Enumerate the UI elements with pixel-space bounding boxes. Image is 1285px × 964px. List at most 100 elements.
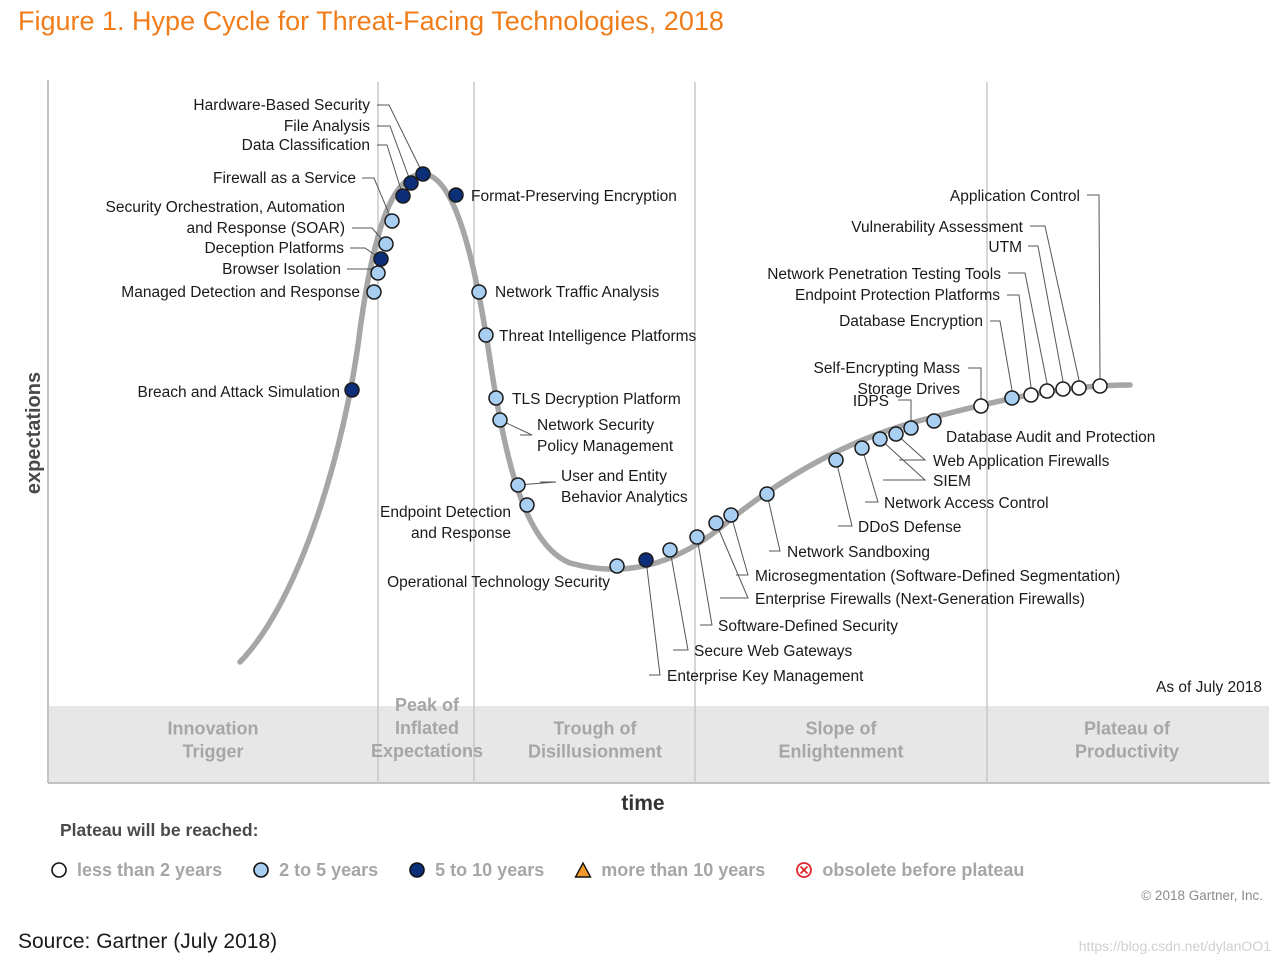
technology-point [1023, 387, 1039, 403]
technology-label: Network Traffic Analysis [495, 284, 659, 301]
technology-point [828, 452, 844, 468]
technology-label: Threat Intelligence Platforms [499, 328, 697, 345]
leader-line [669, 549, 689, 651]
technology-point [1004, 390, 1020, 406]
technology-label: Network Sandboxing [787, 544, 930, 561]
hollow-circle-icon [51, 862, 67, 878]
technology-label: Endpoint Detection and Response [380, 504, 511, 542]
y-axis-label: expectations [23, 372, 45, 494]
leader-line [377, 104, 424, 175]
technology-label: Enterprise Key Management [667, 668, 864, 685]
leader-line [1028, 245, 1064, 389]
technology-point [366, 284, 382, 300]
technology-label: UTM [988, 239, 1022, 256]
leader-line [1008, 272, 1048, 391]
phase-label: Plateau of Productivity [1075, 719, 1179, 762]
technology-point [872, 431, 888, 447]
technology-point [1055, 381, 1071, 397]
legend-item-obsolete: obsolete before plateau [795, 860, 1024, 881]
technology-label: SIEM [933, 473, 971, 490]
legend-label: more than 10 years [601, 859, 766, 880]
technology-label: Operational Technology Security [387, 574, 610, 591]
technology-point [373, 251, 389, 267]
dark-blue-circle-icon [409, 862, 425, 878]
technology-point [689, 529, 705, 545]
technology-point [519, 497, 535, 513]
technology-label: Vulnerability Assessment [851, 219, 1023, 236]
technology-point [638, 552, 654, 568]
technology-point [448, 187, 464, 203]
source-text: Source: Gartner (July 2018) [18, 930, 278, 953]
technology-point [370, 265, 386, 281]
technology-label: Endpoint Protection Platforms [795, 287, 1000, 304]
technology-label: Deception Platforms [204, 240, 344, 257]
technology-point [384, 213, 400, 229]
phase-label: Peak of Inflated Expectations [371, 695, 483, 761]
technology-label: Secure Web Gateways [694, 643, 852, 660]
technology-point [759, 486, 775, 502]
technology-label: File Analysis [284, 118, 370, 135]
technology-point [1039, 383, 1055, 399]
leader-line [715, 522, 749, 599]
technology-label: Browser Isolation [222, 261, 341, 278]
legend-item-less-than-2-years: less than 2 years [50, 860, 222, 881]
technology-point [609, 558, 625, 574]
technology-label: Database Audit and Protection [946, 429, 1155, 446]
legend-title: Plateau will be reached: [60, 820, 259, 840]
technology-label: Network Security Policy Management [537, 417, 674, 455]
technology-label: Web Application Firewalls [933, 453, 1110, 470]
as-of-label: As of July 2018 [1156, 679, 1262, 696]
copyright-text: © 2018 Gartner, Inc. [1141, 888, 1263, 903]
leader-line [766, 493, 781, 552]
technology-point [903, 420, 919, 436]
phase-labels: Innovation Trigger Peak of Inflated Expectat… [168, 695, 1180, 762]
leader-line [377, 144, 404, 197]
technology-point [395, 188, 411, 204]
legend-item-more-than-10-years: more than 10 years [574, 860, 765, 881]
technology-label: Microsegmentation (Software-Defined Segm… [755, 568, 1120, 585]
technology-label: Security Orchestration, Automation and Re… [105, 199, 345, 237]
technology-label: Data Classification [242, 137, 370, 154]
technology-label: Breach and Attack Simulation [138, 384, 340, 401]
phase-label: Trough of Disillusionment [528, 719, 662, 762]
red-x-circle-icon [796, 862, 813, 878]
leader-line [895, 433, 927, 461]
technology-point [1092, 378, 1108, 394]
technology-label: Format-Preserving Encryption [471, 188, 677, 205]
legend: less than 2 years 2 to 5 years 5 to 10 y… [50, 858, 1054, 882]
leader-line [645, 559, 661, 676]
technology-point [926, 413, 942, 429]
technology-point [888, 426, 904, 442]
leader-line [696, 536, 713, 626]
leader-line [835, 459, 853, 527]
orange-triangle-icon [574, 861, 592, 878]
technology-point [478, 327, 494, 343]
legend-label: 5 to 10 years [435, 859, 545, 880]
legend-label: 2 to 5 years [279, 859, 379, 880]
leader-line [879, 438, 927, 481]
technology-point [344, 382, 360, 398]
legend-label: less than 2 years [77, 859, 223, 880]
phase-band [49, 706, 1269, 783]
technology-label: Network Penetration Testing Tools [767, 266, 1001, 283]
leader-line [517, 481, 557, 486]
leader-line [1087, 194, 1101, 386]
technology-point [488, 390, 504, 406]
technology-point [492, 412, 508, 428]
technology-label: Network Access Control [884, 495, 1049, 512]
leader-line [377, 125, 412, 184]
leader-line [362, 177, 393, 222]
technology-label: Hardware-Based Security [193, 97, 370, 114]
technology-labels: Breach and Attack Simulation Managed Dete… [105, 97, 1155, 685]
technology-point [510, 477, 526, 493]
technology-label: Managed Detection and Response [121, 284, 360, 301]
watermark-text: https://blog.csdn.net/dylanOO1 [1078, 938, 1271, 954]
legend-item-5-to-10-years: 5 to 10 years [408, 860, 544, 881]
technology-label: User and Entity Behavior Analytics [561, 468, 688, 506]
legend-item-2-to-5-years: 2 to 5 years [252, 860, 378, 881]
leader-line [1030, 225, 1080, 388]
technology-point [973, 398, 989, 414]
technology-label: Software-Defined Security [718, 618, 898, 635]
technology-point [415, 166, 431, 182]
